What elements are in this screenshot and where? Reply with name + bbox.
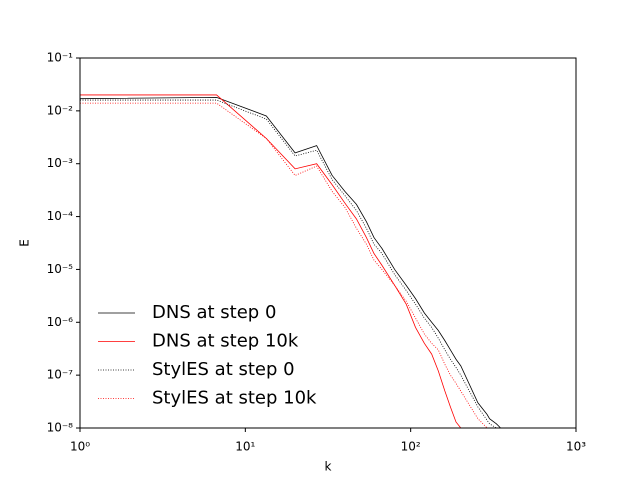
y-tick-label: 10⁻⁴ [47, 209, 74, 223]
y-tick-label: 10⁻³ [47, 156, 74, 170]
y-tick-label: 10⁻⁵ [47, 262, 74, 276]
x-tick-label: 10³ [566, 440, 586, 454]
y-tick-label: 10⁻² [47, 103, 74, 117]
series-line [80, 96, 501, 428]
plot-area [80, 94, 501, 428]
y-tick-label: 10⁻⁷ [47, 368, 74, 382]
x-tick-label: 10¹ [235, 440, 255, 454]
series-line [80, 102, 488, 428]
legend-label: DNS at step 0 [152, 302, 276, 323]
legend-label: StylES at step 10k [152, 388, 317, 409]
x-tick-label: 10² [401, 440, 421, 454]
series-line [80, 94, 462, 428]
legend-label: DNS at step 10k [152, 331, 299, 352]
y-tick-label: 10⁻⁸ [47, 421, 74, 435]
x-tick-label: 10⁰ [70, 440, 90, 454]
y-axis-label: E [18, 239, 32, 247]
axes-frame [79, 57, 577, 429]
legend-label: StylES at step 0 [152, 359, 295, 380]
y-tick-label: 10⁻⁶ [47, 315, 74, 329]
y-tick-label: 10⁻¹ [47, 51, 74, 65]
x-axis-label: k [325, 460, 332, 474]
